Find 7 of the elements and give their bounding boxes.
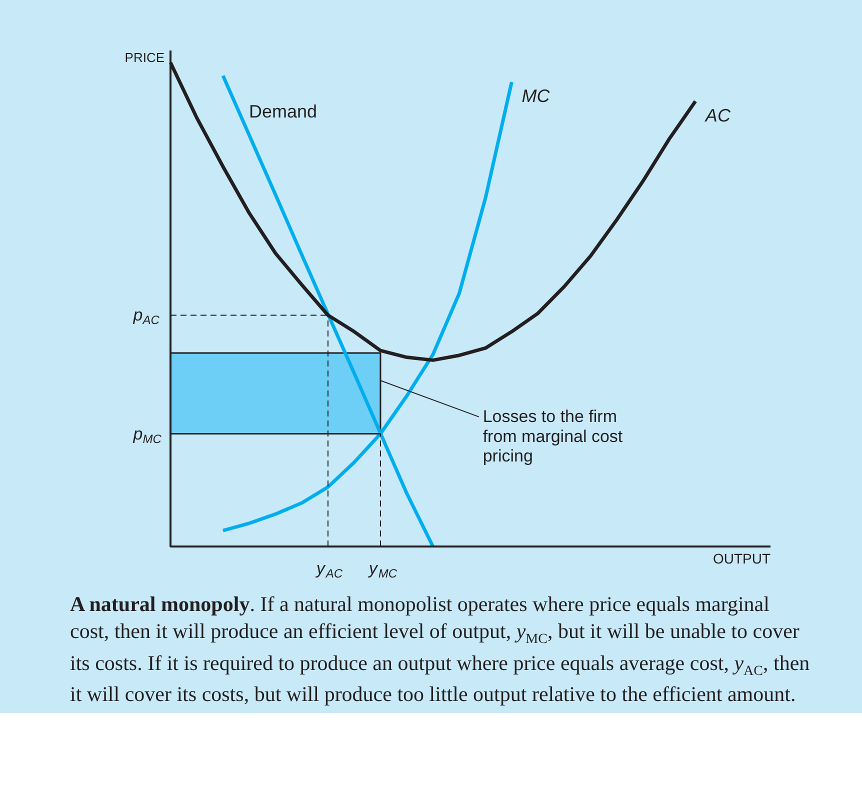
series-label: Demand bbox=[248, 102, 318, 122]
annotation: Losses to the firm from marginal cost pricing bbox=[482, 406, 623, 466]
x-axis-title: OUTPUT bbox=[712, 550, 771, 566]
text: A natural monopoly. If a natural monopolist operates where price equals marginal cost, then it will produce an efficient level of output, y$_{MC}$, but it will be unable to cover its costs. If it is required to produce an output where price equals average cost, y$_{AC}$, then it will cover its costs, but will produce too little output relative to the efficient amount. bbox=[70, 592, 810, 706]
series-label: AC bbox=[704, 105, 732, 126]
y-axis-title: PRICE bbox=[124, 50, 165, 65]
series-label: MC bbox=[522, 86, 551, 106]
